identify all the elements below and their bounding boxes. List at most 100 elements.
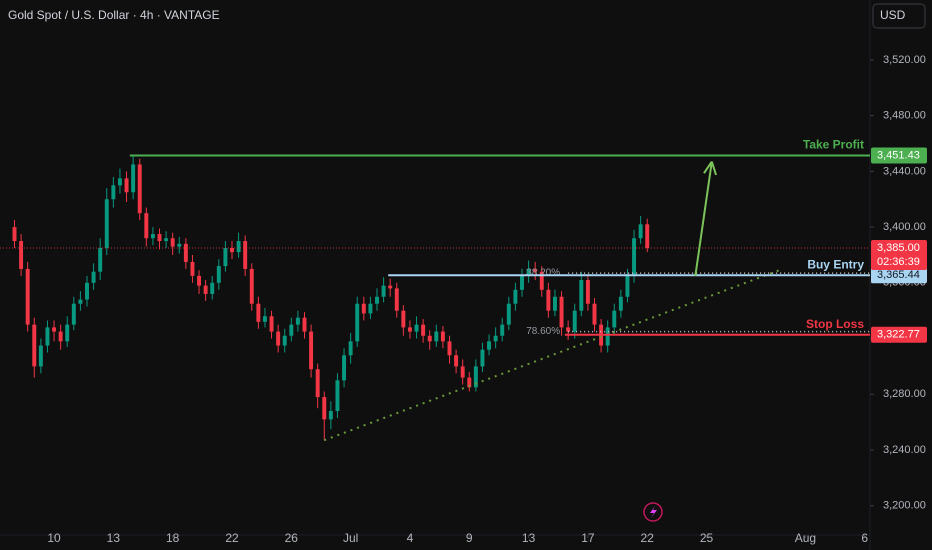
x-tick-label: 13: [522, 531, 536, 545]
candle-body: [309, 331, 314, 370]
candle-body: [276, 331, 281, 346]
currency-label[interactable]: USD: [880, 8, 906, 22]
x-tick-label: 26: [285, 531, 299, 545]
candle-body: [91, 271, 96, 283]
candle-body: [183, 243, 188, 262]
candle-body: [572, 310, 577, 332]
candle-body: [355, 303, 360, 342]
y-tick-label: 3,520.00: [883, 54, 926, 66]
candle-body: [262, 316, 267, 322]
level-price-label: 3,365.44: [877, 269, 920, 281]
candle-body: [612, 310, 617, 328]
candle-body: [493, 335, 498, 342]
candle-body: [625, 275, 630, 297]
candle-body: [342, 355, 347, 381]
y-tick-label: 3,440.00: [883, 165, 926, 177]
candle-body: [579, 280, 584, 311]
candle-body: [361, 303, 366, 314]
candle-body: [65, 324, 70, 342]
candle-body: [552, 296, 557, 311]
candle-body: [401, 310, 406, 328]
candle-body: [421, 324, 426, 336]
x-tick-label: Aug: [795, 531, 816, 545]
candle-body: [533, 268, 538, 272]
currency-button[interactable]: [872, 3, 926, 29]
candle-body: [157, 234, 162, 242]
candle-body: [585, 280, 590, 304]
candle-body: [434, 331, 439, 342]
candle-body: [335, 380, 340, 412]
candle-body: [566, 327, 571, 332]
candle-body: [539, 271, 544, 290]
candle-body: [170, 238, 175, 247]
candle-body: [58, 331, 63, 342]
candle-body: [605, 327, 610, 346]
candle-body: [269, 316, 274, 332]
candle-body: [256, 303, 261, 322]
icon-ring: [643, 502, 663, 522]
candle-body: [203, 285, 208, 294]
candle-body: [526, 268, 531, 276]
candle-body: [467, 377, 472, 388]
countdown-label: 02:36:39: [877, 256, 920, 268]
arrow-head: [703, 161, 713, 174]
x-tick-label: 10: [47, 531, 61, 545]
x-tick-label: 22: [641, 531, 655, 545]
candle-body: [638, 224, 643, 239]
candle-body: [315, 369, 320, 398]
candle-body: [230, 247, 234, 253]
candle-body: [12, 227, 17, 242]
candle-body: [45, 327, 50, 346]
candle-body: [32, 324, 37, 367]
candle-body: [618, 296, 623, 311]
candle-body: [137, 164, 142, 214]
candle-body: [440, 331, 445, 342]
candle-body: [98, 247, 103, 272]
level-label: Take Profit: [803, 138, 864, 152]
level-label: Buy Entry: [807, 257, 864, 271]
candle-body: [19, 241, 24, 269]
x-tick-label: 13: [107, 531, 121, 545]
level-price-box: [871, 267, 927, 284]
candle-body: [368, 303, 373, 314]
candle-body: [546, 289, 551, 311]
candle-body: [249, 268, 254, 304]
candle-body: [427, 335, 432, 342]
candle-body: [216, 266, 221, 283]
candle-body: [177, 243, 182, 247]
lightning-icon[interactable]: [643, 502, 663, 522]
x-tick-label: 6: [861, 531, 868, 545]
candle-body: [117, 178, 122, 186]
arrow-shaft: [694, 161, 713, 277]
candle-body: [71, 303, 76, 325]
candle-body: [243, 241, 248, 269]
candle-body: [394, 288, 399, 311]
candle-body: [559, 296, 564, 328]
x-tick-label: 4: [407, 531, 414, 545]
candle-body: [124, 178, 129, 193]
x-tick-label: 18: [166, 531, 180, 545]
candle-body: [85, 282, 89, 300]
level-label: Stop Loss: [806, 317, 864, 331]
candle-body: [414, 324, 419, 332]
candle-body: [460, 366, 465, 378]
candle-body: [513, 289, 518, 304]
candle-body: [150, 234, 155, 239]
y-tick-label: 3,400.00: [883, 221, 926, 233]
candle-body: [144, 213, 149, 239]
x-tick-label: 25: [700, 531, 714, 545]
candle-body: [38, 345, 43, 367]
candle-body: [164, 238, 169, 242]
candle-body: [223, 247, 228, 267]
last-price-box: [871, 239, 927, 270]
candle-body: [236, 241, 241, 253]
candle-body: [282, 335, 287, 346]
level-price-box: [871, 326, 927, 343]
candle-body: [328, 411, 333, 420]
y-tick-label: 3,480.00: [883, 110, 926, 122]
level-price-label: 3,322.77: [877, 329, 920, 341]
level-price-label: 3,451.43: [877, 149, 920, 161]
candle-body: [104, 199, 109, 248]
icon-bolt: [650, 506, 657, 518]
